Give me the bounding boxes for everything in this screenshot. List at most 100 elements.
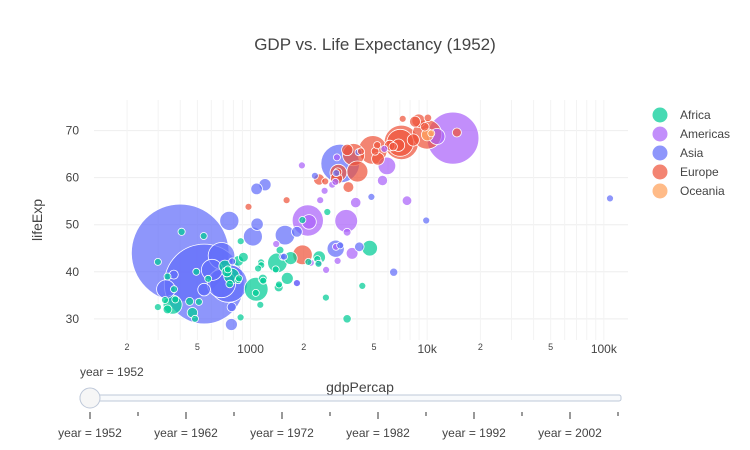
data-point-africa[interactable] — [275, 280, 283, 289]
data-point-africa[interactable] — [199, 232, 208, 240]
data-point-africa[interactable] — [323, 208, 332, 216]
data-point-africa[interactable] — [238, 251, 249, 263]
data-point-africa[interactable] — [171, 295, 180, 304]
slider-step-label[interactable]: year = 1982 — [346, 426, 410, 440]
data-point-asia[interactable] — [224, 318, 238, 331]
data-point-americas[interactable] — [401, 195, 413, 206]
data-point-europe[interactable] — [321, 177, 330, 186]
data-point-asia[interactable] — [389, 267, 399, 277]
data-point-europe[interactable] — [423, 113, 433, 123]
data-point-americas[interactable] — [297, 161, 306, 170]
data-point-americas[interactable] — [376, 174, 388, 186]
data-point-americas[interactable] — [342, 227, 352, 237]
data-point-europe[interactable] — [342, 181, 355, 193]
data-point-asia[interactable] — [354, 241, 365, 253]
legend-label-africa[interactable]: Africa — [680, 108, 711, 122]
legend-label-asia[interactable]: Asia — [680, 146, 704, 160]
slider-step-label[interactable]: year = 1962 — [154, 426, 218, 440]
data-point-asia[interactable] — [336, 241, 345, 250]
data-point-europe[interactable] — [356, 147, 365, 156]
legend-label-europe[interactable]: Europe — [680, 165, 719, 179]
data-point-asia[interactable] — [606, 194, 614, 203]
data-point-americas[interactable] — [332, 153, 341, 162]
data-point-asia[interactable] — [228, 257, 237, 266]
data-point-americas[interactable] — [331, 177, 340, 186]
data-point-africa[interactable] — [259, 276, 268, 285]
data-point-africa[interactable] — [254, 264, 263, 273]
legend-marker-europe[interactable] — [652, 164, 668, 180]
data-point-europe[interactable] — [420, 122, 430, 132]
data-point-africa[interactable] — [192, 267, 201, 276]
data-point-europe[interactable] — [373, 141, 382, 150]
data-point-oceania[interactable] — [427, 129, 436, 138]
data-point-africa[interactable] — [358, 281, 367, 290]
legend-label-americas[interactable]: Americas — [680, 127, 730, 141]
data-point-asia[interactable] — [422, 216, 431, 225]
data-point-americas[interactable] — [333, 256, 342, 265]
data-point-asia[interactable] — [310, 171, 319, 180]
data-point-americas[interactable] — [345, 247, 359, 260]
data-point-africa[interactable] — [251, 288, 260, 297]
data-point-africa[interactable] — [314, 259, 323, 268]
data-point-europe[interactable] — [341, 143, 354, 156]
data-point-africa[interactable] — [185, 296, 195, 306]
data-point-asia[interactable] — [200, 258, 223, 281]
data-point-europe[interactable] — [244, 202, 253, 211]
slider-rail[interactable] — [79, 394, 622, 402]
data-point-americas[interactable] — [272, 240, 281, 248]
data-point-africa[interactable] — [225, 279, 234, 289]
data-point-asia[interactable] — [280, 252, 288, 261]
data-point-africa[interactable] — [170, 285, 178, 294]
data-point-europe[interactable] — [388, 142, 398, 152]
legend-marker-asia[interactable] — [652, 145, 668, 161]
data-point-europe[interactable] — [346, 160, 369, 183]
data-point-americas[interactable] — [350, 197, 362, 209]
data-point-asia[interactable] — [197, 282, 211, 297]
data-point-asia[interactable] — [367, 192, 376, 201]
data-point-americas[interactable] — [322, 265, 331, 274]
data-point-africa[interactable] — [236, 237, 245, 246]
data-point-asia[interactable] — [219, 210, 240, 231]
data-point-africa[interactable] — [194, 297, 203, 306]
data-point-africa[interactable] — [177, 227, 186, 236]
data-point-africa[interactable] — [204, 274, 213, 283]
slider-step-label[interactable]: year = 1992 — [442, 426, 506, 440]
data-point-africa[interactable] — [223, 265, 232, 274]
data-point-asia[interactable] — [250, 217, 264, 231]
data-point-africa[interactable] — [162, 304, 173, 315]
data-point-asia[interactable] — [292, 279, 301, 288]
data-point-africa[interactable] — [161, 296, 169, 304]
data-point-europe[interactable] — [406, 133, 420, 147]
data-point-asia[interactable] — [250, 182, 263, 196]
data-point-americas[interactable] — [320, 186, 329, 195]
slider-step-label[interactable]: year = 2002 — [538, 426, 602, 440]
legend-marker-africa[interactable] — [652, 107, 668, 123]
data-point-europe[interactable] — [409, 115, 421, 128]
data-point-africa[interactable] — [236, 313, 245, 322]
legend-marker-oceania[interactable] — [652, 183, 668, 199]
data-point-europe[interactable] — [398, 114, 407, 123]
data-point-africa[interactable] — [342, 314, 352, 324]
data-point-africa[interactable] — [235, 274, 243, 283]
legend-marker-americas[interactable] — [652, 126, 668, 142]
data-point-africa[interactable] — [304, 257, 313, 266]
slider-step-label[interactable]: year = 1952 — [58, 426, 122, 440]
data-point-africa[interactable] — [163, 272, 172, 281]
data-point-africa[interactable] — [298, 216, 307, 224]
data-point-africa[interactable] — [321, 293, 330, 302]
data-point-americas[interactable] — [316, 196, 325, 205]
slider-step-label[interactable]: year = 1972 — [250, 426, 314, 440]
slider-handle[interactable] — [79, 387, 101, 409]
legend-label-oceania[interactable]: Oceania — [680, 184, 725, 198]
data-point-africa[interactable] — [280, 271, 294, 285]
data-point-asia[interactable] — [226, 302, 237, 313]
data-point-asia[interactable] — [332, 169, 341, 178]
data-point-americas[interactable] — [380, 144, 389, 153]
data-point-europe[interactable] — [451, 127, 462, 138]
data-point-africa[interactable] — [191, 314, 199, 323]
data-point-africa[interactable] — [271, 265, 280, 274]
data-point-africa[interactable] — [153, 303, 162, 312]
data-point-europe[interactable] — [282, 196, 291, 205]
data-point-africa[interactable] — [256, 300, 265, 309]
data-point-asia[interactable] — [291, 226, 303, 238]
